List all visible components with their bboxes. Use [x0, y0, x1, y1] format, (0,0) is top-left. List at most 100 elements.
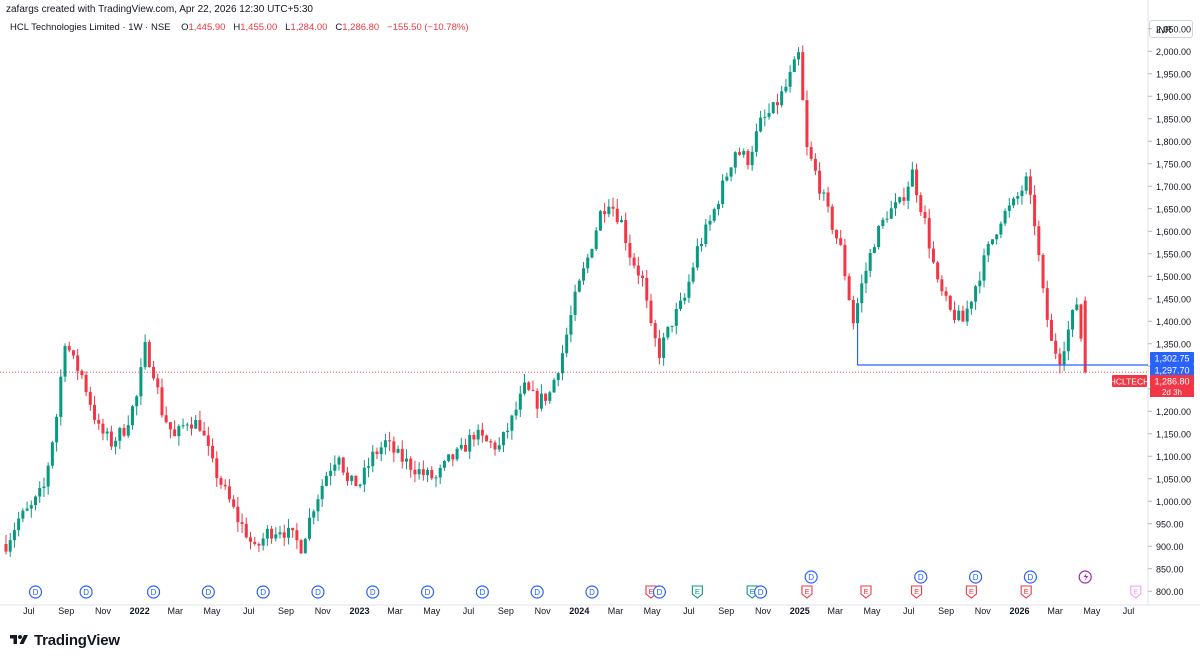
candle-body — [286, 527, 290, 538]
candle-body — [261, 538, 265, 546]
event-letter: E — [1133, 587, 1138, 596]
dividend-event-icon — [256, 585, 270, 599]
candle-body — [4, 544, 8, 552]
symbol-name[interactable]: HCL Technologies Limited · 1W · NSE — [10, 22, 171, 33]
candle-body — [430, 470, 434, 479]
dividend-event-icon — [530, 585, 544, 599]
candle-body — [759, 117, 763, 132]
candle-body — [249, 537, 253, 542]
candle-body — [771, 102, 775, 114]
earnings-event-icon — [965, 585, 977, 599]
candle-body — [1079, 304, 1083, 339]
candle-body — [362, 467, 366, 485]
x-tick-label: May — [863, 606, 881, 616]
candle-body — [695, 246, 699, 268]
y-tick-label: 2,050.00 — [1156, 24, 1191, 34]
candle-body — [860, 283, 864, 304]
countdown-label: 2d 3h — [1162, 388, 1182, 397]
candle-body — [1020, 190, 1024, 197]
candle-body — [409, 458, 413, 470]
candle-body — [780, 91, 784, 106]
candle-body — [299, 540, 303, 554]
x-tick-label: Nov — [975, 606, 992, 616]
candle-body — [733, 152, 737, 168]
candle-body — [489, 441, 493, 443]
candle-body — [510, 415, 514, 431]
price-badge-label: 1,297.70 — [1154, 366, 1189, 376]
event-letter: D — [918, 573, 924, 582]
event-letter: D — [479, 588, 485, 597]
candle-body — [818, 170, 822, 194]
candle-body — [71, 350, 75, 356]
candle-body — [455, 448, 459, 460]
candle-body — [388, 440, 392, 442]
candle-body — [189, 424, 193, 429]
candle-body — [101, 423, 105, 434]
candle-body — [84, 375, 88, 393]
candle-body — [691, 267, 695, 282]
candle-body — [135, 396, 139, 407]
candle-body — [312, 511, 316, 518]
candle-body — [219, 478, 223, 485]
candle-body — [156, 378, 160, 388]
y-tick-label: 1,800.00 — [1156, 137, 1191, 147]
candle-body — [1066, 329, 1070, 352]
earnings-event-icon — [1130, 585, 1142, 599]
y-tick-label: 1,550.00 — [1156, 249, 1191, 259]
candle-body — [982, 255, 986, 281]
candle-body — [367, 466, 371, 468]
candle-body — [565, 334, 569, 354]
earnings-event-icon — [801, 585, 813, 599]
candle-body — [784, 86, 788, 92]
y-tick-label: 1,450.00 — [1156, 294, 1191, 304]
candle-body — [927, 218, 931, 249]
candle-body — [464, 444, 468, 452]
candle-body — [371, 451, 375, 467]
candle-body — [59, 376, 63, 417]
candle-body — [152, 366, 156, 379]
x-tick-label: Mar — [167, 606, 183, 616]
candle-body — [657, 338, 661, 358]
y-tick-label: 850.00 — [1156, 564, 1184, 574]
x-tick-label: Mar — [1047, 606, 1063, 616]
price-badge-label: 1,302.75 — [1154, 354, 1189, 364]
candle-body — [345, 472, 349, 482]
dividend-event-icon — [420, 585, 435, 599]
y-tick-label: 1,850.00 — [1156, 114, 1191, 124]
candle-body — [160, 387, 164, 416]
candle-body — [742, 151, 746, 155]
candle-body — [396, 448, 400, 453]
candle-body — [889, 208, 893, 219]
candle-body — [978, 280, 982, 287]
candle-body — [320, 485, 324, 500]
candle-body — [497, 445, 501, 450]
tradingview-logo[interactable]: TradingView — [8, 630, 120, 650]
candle-body — [944, 291, 948, 296]
candle-body — [282, 532, 286, 538]
candle-body — [851, 300, 855, 324]
candle-body — [628, 243, 632, 258]
candle-body — [666, 326, 670, 338]
candle-body — [974, 286, 978, 302]
candle-body — [775, 102, 779, 106]
candle-body — [906, 186, 910, 201]
candle-body — [556, 373, 560, 381]
candle-body — [687, 281, 691, 298]
candle-body — [506, 430, 510, 433]
event-letter: D — [1028, 573, 1034, 582]
candle-body — [472, 434, 476, 440]
candle-body — [999, 223, 1003, 235]
dividend-event-icon — [311, 585, 325, 599]
candle-body — [1033, 194, 1037, 227]
open-label: O — [181, 22, 189, 33]
earnings-event-icon — [691, 585, 703, 599]
y-tick-label: 1,900.00 — [1156, 92, 1191, 102]
event-letter: E — [648, 587, 653, 596]
dividend-event-icon — [28, 585, 43, 599]
candles — [4, 45, 1087, 557]
candle-body — [211, 445, 215, 459]
candle-body — [902, 197, 906, 201]
candle-body — [535, 390, 539, 409]
